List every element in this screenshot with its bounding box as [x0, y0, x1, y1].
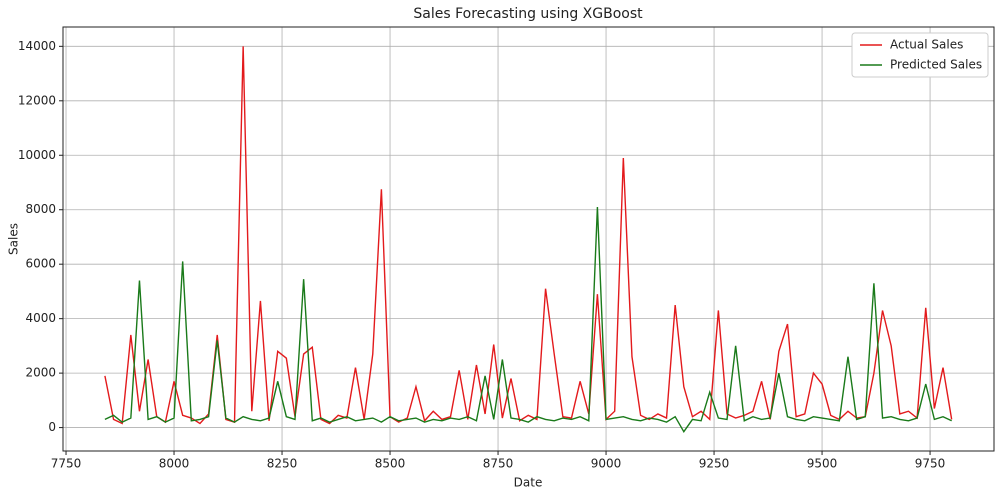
y-tick-label: 8000 [25, 202, 56, 216]
legend-label: Actual Sales [890, 38, 963, 52]
y-tick-label: 10000 [18, 148, 56, 162]
x-tick-label: 9500 [807, 457, 838, 471]
x-tick-label: 9000 [591, 457, 622, 471]
line-series [104, 206, 952, 433]
y-axis-label: Sales [7, 223, 21, 255]
y-tick-label: 12000 [18, 93, 56, 107]
x-tick-label: 8000 [159, 457, 190, 471]
y-tick-label: 14000 [18, 39, 56, 53]
y-tick-label: 4000 [25, 311, 56, 325]
x-tick-label: 9250 [699, 457, 730, 471]
y-tick-label: 6000 [25, 257, 56, 271]
y-tick-label: 0 [48, 420, 56, 434]
x-tick-label: 7750 [51, 457, 82, 471]
legend-label: Predicted Sales [890, 58, 982, 72]
y-tick-label: 2000 [25, 366, 56, 380]
plot-frame [62, 26, 995, 452]
x-tick-label: 8750 [483, 457, 514, 471]
line-series [104, 46, 953, 425]
legend-box [851, 32, 989, 78]
x-tick-label: 9750 [915, 457, 946, 471]
x-tick-label: 8500 [375, 457, 406, 471]
x-tick-label: 8250 [267, 457, 298, 471]
x-axis-label: Date [514, 476, 543, 490]
chart-title: Sales Forecasting using XGBoost [413, 6, 643, 22]
